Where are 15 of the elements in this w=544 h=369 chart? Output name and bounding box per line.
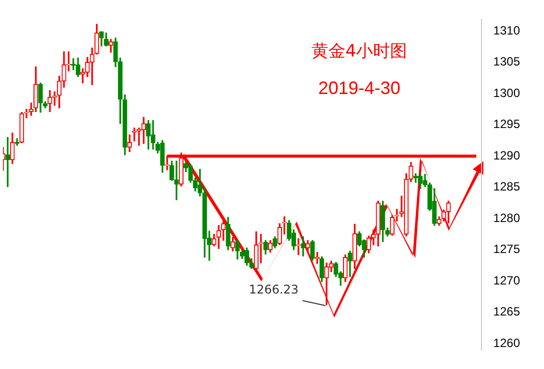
y-tick-label: 1295: [493, 117, 520, 132]
text: 黄金4小时图: [311, 42, 408, 62]
y-tick-label: 1280: [493, 210, 520, 225]
y-tick-label: 1300: [493, 86, 520, 100]
y-tick-label: 1290: [493, 148, 520, 162]
y-tick-label: 1265: [493, 304, 520, 319]
annotation: 1266.23: [248, 282, 299, 297]
y-tick-label: 1260: [493, 336, 520, 350]
y-tick-label: 1310: [493, 23, 520, 38]
text: 2019-4-30: [318, 78, 400, 98]
y-tick-label: 1285: [493, 180, 520, 194]
candlestick: [14, 138, 20, 146]
y-tick-label: 1270: [493, 273, 520, 288]
y-tick-label: 1275: [493, 242, 520, 256]
y-tick-label: 1305: [493, 54, 520, 69]
